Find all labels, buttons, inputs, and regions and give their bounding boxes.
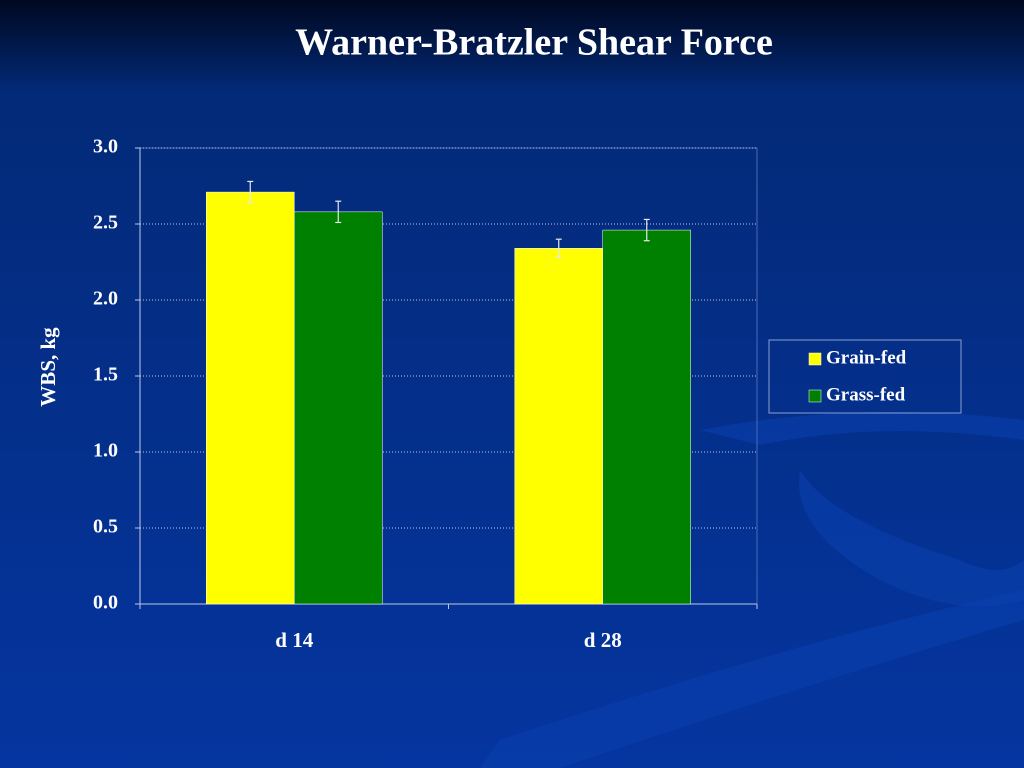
error-bar (335, 200, 342, 224)
x-tick-label: d 28 (584, 628, 622, 652)
legend-swatch (808, 352, 822, 366)
x-tick-label: d 14 (275, 628, 313, 652)
swoosh (700, 412, 1024, 445)
y-tick-label: 1.5 (93, 364, 118, 386)
legend-box (768, 339, 962, 414)
error-bar (247, 180, 254, 204)
bar (206, 191, 295, 605)
y-tick-label: 0.5 (93, 516, 118, 538)
legend-swatch (808, 389, 822, 403)
legend-label: Grass-fed (826, 384, 906, 405)
chart-title: Warner-Bratzler Shear Force (295, 22, 773, 64)
swoosh (480, 590, 1024, 768)
y-tick-label: 1.0 (93, 440, 118, 462)
error-bar (643, 218, 650, 242)
y-axis-label: WBS, kg (36, 327, 60, 407)
legend-label: Grain-fed (826, 347, 907, 368)
swoosh (799, 470, 1024, 607)
error-bar (555, 238, 562, 259)
y-tick-label: 0.0 (93, 592, 118, 614)
bar (602, 229, 691, 605)
bar (514, 248, 603, 605)
y-tick-label: 3.0 (93, 136, 118, 158)
y-tick-label: 2.0 (93, 288, 118, 310)
bar (294, 211, 383, 605)
y-tick-label: 2.5 (93, 212, 118, 234)
